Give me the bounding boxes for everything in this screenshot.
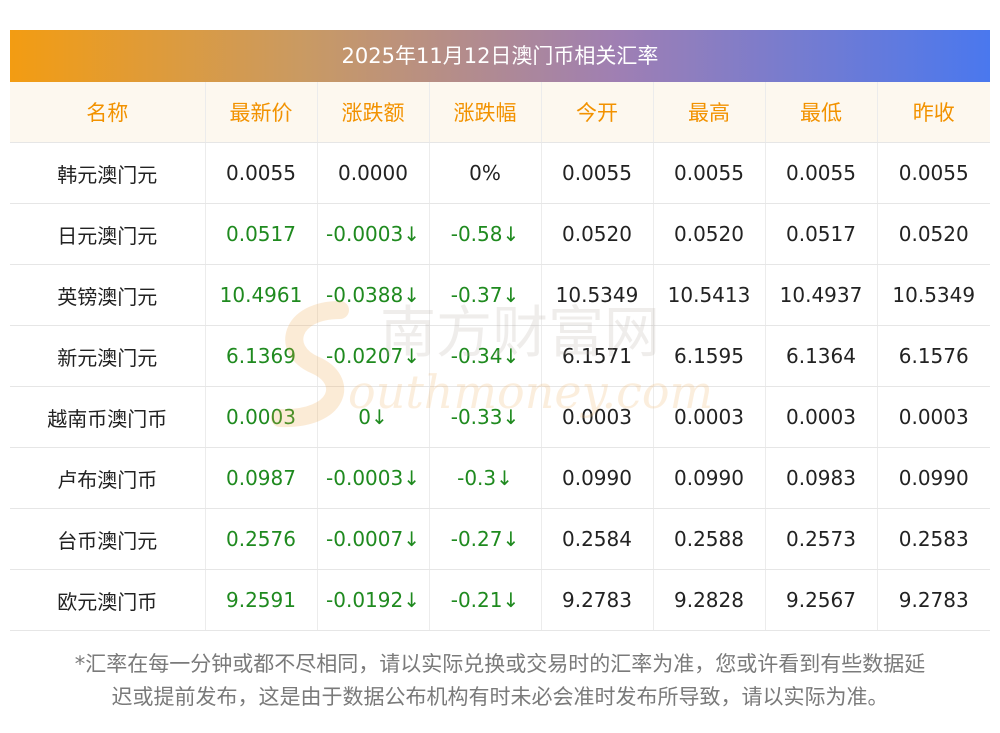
cell-latest: 0.2576 (205, 508, 318, 570)
cell-low: 9.2567 (765, 569, 878, 631)
cell-change: -0.0003↓ (317, 203, 430, 265)
table-row: 越南币澳门币 0.0003 0↓ -0.33↓ 0.0003 0.0003 0.0003 0.… (10, 386, 990, 448)
cell-open: 10.5349 (541, 264, 654, 326)
cell-change: 0↓ (317, 386, 430, 448)
table-row: 台币澳门元 0.2576 -0.0007↓ -0.27↓ 0.2584 0.2588 0.2… (10, 508, 990, 570)
cell-high: 0.0990 (653, 447, 766, 509)
table-row: 卢布澳门币 0.0987 -0.0003↓ -0.3↓ 0.0990 0.0990 0.09… (10, 447, 990, 509)
disclaimer-line-2: 迟或提前发布，这是由于数据公布机构有时未必会准时发布所导致，请以实际为准。 (111, 685, 889, 709)
exchange-rate-table: 名称 最新价 涨跌额 涨跌幅 今开 最高 最低 昨收 韩元澳门元 0.0055 0.… (10, 82, 990, 631)
cell-change-pct: -0.33↓ (429, 386, 542, 448)
column-header-change: 涨跌额 (317, 82, 430, 143)
cell-high: 0.2588 (653, 508, 766, 570)
column-header-high: 最高 (653, 82, 766, 143)
table-row: 英镑澳门元 10.4961 -0.0388↓ -0.37↓ 10.5349 10.5413… (10, 264, 990, 326)
table-row: 欧元澳门币 9.2591 -0.0192↓ -0.21↓ 9.2783 9.2828 9.2… (10, 569, 990, 631)
cell-high: 6.1595 (653, 325, 766, 387)
cell-low: 0.2573 (765, 508, 878, 570)
cell-change: -0.0007↓ (317, 508, 430, 570)
cell-high: 10.5413 (653, 264, 766, 326)
cell-open: 6.1571 (541, 325, 654, 387)
cell-prev-close: 6.1576 (877, 325, 990, 387)
column-header-prev-close: 昨收 (877, 82, 990, 143)
cell-latest: 0.0987 (205, 447, 318, 509)
cell-change: -0.0388↓ (317, 264, 430, 326)
cell-open: 9.2783 (541, 569, 654, 631)
cell-low: 0.0983 (765, 447, 878, 509)
cell-latest: 0.0055 (205, 142, 318, 204)
cell-latest: 9.2591 (205, 569, 318, 631)
cell-prev-close: 0.0990 (877, 447, 990, 509)
column-header-latest: 最新价 (205, 82, 318, 143)
cell-open: 0.0990 (541, 447, 654, 509)
cell-change-pct: 0% (429, 142, 542, 204)
cell-name: 越南币澳门币 (10, 386, 206, 448)
table-row: 韩元澳门元 0.0055 0.0000 0% 0.0055 0.0055 0.0055 0.0… (10, 142, 990, 204)
column-header-name: 名称 (10, 82, 206, 143)
cell-prev-close: 0.0003 (877, 386, 990, 448)
cell-change-pct: -0.34↓ (429, 325, 542, 387)
cell-latest: 0.0003 (205, 386, 318, 448)
cell-change-pct: -0.3↓ (429, 447, 542, 509)
cell-open: 0.0003 (541, 386, 654, 448)
cell-high: 9.2828 (653, 569, 766, 631)
cell-change-pct: -0.58↓ (429, 203, 542, 265)
cell-high: 0.0003 (653, 386, 766, 448)
cell-latest: 10.4961 (205, 264, 318, 326)
cell-latest: 0.0517 (205, 203, 318, 265)
cell-high: 0.0520 (653, 203, 766, 265)
cell-change: -0.0003↓ (317, 447, 430, 509)
cell-name: 新元澳门元 (10, 325, 206, 387)
cell-high: 0.0055 (653, 142, 766, 204)
cell-prev-close: 10.5349 (877, 264, 990, 326)
cell-name: 日元澳门元 (10, 203, 206, 265)
cell-name: 卢布澳门币 (10, 447, 206, 509)
cell-low: 0.0517 (765, 203, 878, 265)
page-title: 2025年11月12日澳门币相关汇率 (10, 30, 990, 82)
cell-prev-close: 9.2783 (877, 569, 990, 631)
cell-low: 0.0003 (765, 386, 878, 448)
cell-latest: 6.1369 (205, 325, 318, 387)
cell-name: 英镑澳门元 (10, 264, 206, 326)
cell-change: -0.0192↓ (317, 569, 430, 631)
cell-change: -0.0207↓ (317, 325, 430, 387)
column-header-low: 最低 (765, 82, 878, 143)
column-header-open: 今开 (541, 82, 654, 143)
cell-prev-close: 0.0520 (877, 203, 990, 265)
cell-change-pct: -0.27↓ (429, 508, 542, 570)
cell-low: 10.4937 (765, 264, 878, 326)
cell-change: 0.0000 (317, 142, 430, 204)
table-header-row: 名称 最新价 涨跌额 涨跌幅 今开 最高 最低 昨收 (10, 82, 990, 143)
disclaimer-line-1: *汇率在每一分钟或都不尽相同，请以实际兑换或交易时的汇率为准，您或许看到有些数据… (74, 652, 926, 676)
cell-name: 韩元澳门元 (10, 142, 206, 204)
cell-open: 0.0520 (541, 203, 654, 265)
cell-name: 欧元澳门币 (10, 569, 206, 631)
table-row: 日元澳门元 0.0517 -0.0003↓ -0.58↓ 0.0520 0.0520 0.0… (10, 203, 990, 265)
column-header-change-pct: 涨跌幅 (429, 82, 542, 143)
cell-change-pct: -0.21↓ (429, 569, 542, 631)
cell-low: 0.0055 (765, 142, 878, 204)
cell-open: 0.2584 (541, 508, 654, 570)
cell-change-pct: -0.37↓ (429, 264, 542, 326)
cell-prev-close: 0.0055 (877, 142, 990, 204)
cell-open: 0.0055 (541, 142, 654, 204)
cell-low: 6.1364 (765, 325, 878, 387)
disclaimer-note: *汇率在每一分钟或都不尽相同，请以实际兑换或交易时的汇率为准，您或许看到有些数据… (10, 648, 990, 714)
table-row: 新元澳门元 6.1369 -0.0207↓ -0.34↓ 6.1571 6.1595 6.1… (10, 325, 990, 387)
cell-prev-close: 0.2583 (877, 508, 990, 570)
cell-name: 台币澳门元 (10, 508, 206, 570)
